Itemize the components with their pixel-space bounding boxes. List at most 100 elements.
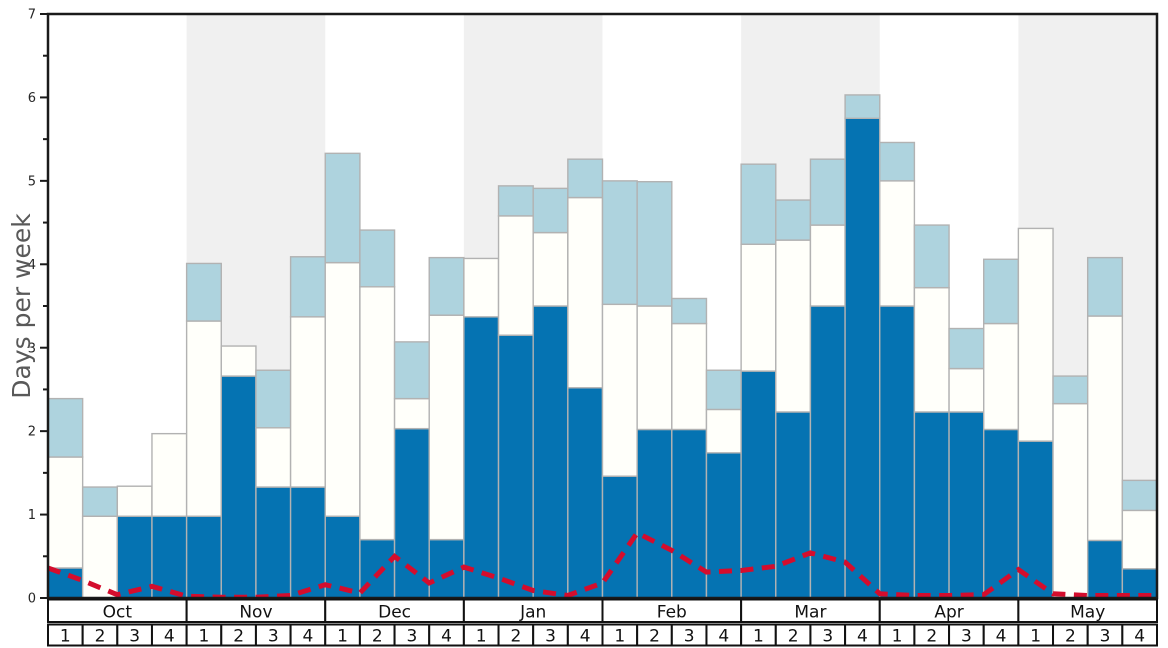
week-label: 4	[718, 627, 729, 647]
bar-light-blue-segment	[740, 163, 777, 245]
bar-dark-blue-segment	[1086, 539, 1124, 599]
bar-white-segment	[532, 231, 569, 307]
bar-light-blue-segment	[497, 185, 534, 217]
bar-white-segment	[1121, 509, 1158, 570]
bar-light-blue-segment	[844, 94, 881, 119]
bar-dark-blue-segment	[913, 411, 950, 599]
month-label: Mar	[794, 603, 826, 623]
bar-light-blue-segment	[983, 258, 1020, 325]
bar-dark-blue-segment	[983, 428, 1020, 599]
bar-light-blue-segment	[809, 158, 846, 226]
bar-light-blue-segment	[359, 229, 396, 288]
week-label: 4	[441, 627, 452, 647]
bar-white-segment	[567, 196, 604, 389]
bar-light-blue-segment	[1121, 479, 1158, 512]
bar-light-blue-segment	[567, 158, 604, 199]
week-label: 2	[1065, 627, 1076, 647]
week-label: 2	[926, 627, 937, 647]
month-label: Dec	[378, 603, 411, 623]
bar-white-segment	[220, 345, 257, 377]
week-label: 4	[1134, 627, 1145, 647]
bar-white-segment	[463, 257, 500, 318]
bar-dark-blue-segment	[220, 375, 257, 599]
week-label: 1	[1030, 627, 1041, 647]
bar-light-blue-segment	[81, 486, 119, 517]
week-label: 1	[476, 627, 487, 647]
bar-dark-blue-segment	[671, 428, 708, 599]
week-label: 3	[1100, 627, 1111, 647]
week-label: 3	[545, 627, 556, 647]
bar-light-blue-segment	[532, 187, 569, 234]
week-label: 1	[614, 627, 625, 647]
bar-white-segment	[151, 432, 188, 517]
bar-light-blue-segment	[1052, 375, 1089, 405]
week-label: 4	[303, 627, 314, 647]
y-axis-label: Days per week	[7, 213, 36, 399]
bar-white-segment	[671, 322, 708, 431]
month-cell	[1017, 598, 1158, 623]
week-label: 2	[788, 627, 799, 647]
bar-white-segment	[636, 305, 673, 431]
bar-light-blue-segment	[913, 224, 950, 289]
week-label: 3	[129, 627, 140, 647]
bar-dark-blue-segment	[185, 515, 222, 599]
week-label: 3	[684, 627, 695, 647]
bar-white-segment	[775, 239, 812, 413]
week-label: 3	[268, 627, 279, 647]
red-dashed-line	[47, 529, 1157, 600]
week-label: 2	[233, 627, 244, 647]
bar-white-segment	[185, 320, 222, 517]
bar-white-segment	[393, 397, 430, 430]
bar-light-blue-segment	[601, 180, 638, 306]
bar-dark-blue-segment	[255, 486, 292, 599]
y-axis-tick-label: 6	[28, 91, 36, 106]
bar-white-segment	[359, 286, 396, 541]
week-label: 3	[406, 627, 417, 647]
week-label: 3	[961, 627, 972, 647]
bar-dark-blue-segment	[532, 305, 569, 599]
month-label: May	[1070, 603, 1105, 623]
week-label: 1	[892, 627, 903, 647]
week-label: 1	[60, 627, 71, 647]
bar-white-segment	[879, 180, 916, 307]
bar-dark-blue-segment	[775, 411, 812, 599]
bar-white-segment	[705, 408, 742, 454]
y-axis-tick-label: 2	[28, 425, 36, 440]
bar-light-blue-segment	[185, 262, 222, 322]
month-label: Oct	[103, 603, 133, 623]
bar-white-segment	[324, 261, 361, 517]
bar-white-segment	[289, 316, 326, 488]
bar-white-segment	[497, 215, 534, 336]
bar-dark-blue-segment	[47, 567, 84, 599]
bar-dark-blue-segment	[740, 370, 777, 599]
bar-white-segment	[740, 243, 777, 372]
bar-light-blue-segment	[1086, 256, 1124, 317]
bar-light-blue-segment	[775, 199, 812, 241]
bar-dark-blue-segment	[497, 334, 534, 599]
bar-light-blue-segment	[879, 141, 916, 182]
bar-dark-blue-segment	[116, 515, 153, 599]
month-label: Nov	[239, 603, 272, 623]
y-axis-tick-label: 0	[28, 592, 36, 607]
bar-light-blue-segment	[671, 297, 708, 325]
week-label: 4	[164, 627, 175, 647]
week-label: 1	[199, 627, 210, 647]
bar-white-segment	[601, 303, 638, 477]
bar-light-blue-segment	[948, 327, 985, 370]
bar-light-blue-segment	[47, 397, 84, 458]
bar-dark-blue-segment	[844, 117, 881, 599]
bar-white-segment	[983, 322, 1020, 431]
week-label: 1	[337, 627, 348, 647]
bar-white-segment	[1086, 315, 1124, 542]
week-label: 4	[857, 627, 868, 647]
bar-dark-blue-segment	[428, 538, 465, 599]
bar-white-segment	[809, 224, 846, 307]
y-axis-tick-label: 1	[28, 508, 36, 523]
bar-light-blue-segment	[705, 369, 742, 411]
bar-light-blue-segment	[428, 256, 465, 316]
week-label: 2	[649, 627, 660, 647]
bar-white-segment	[428, 314, 465, 541]
bar-dark-blue-segment	[705, 452, 742, 599]
